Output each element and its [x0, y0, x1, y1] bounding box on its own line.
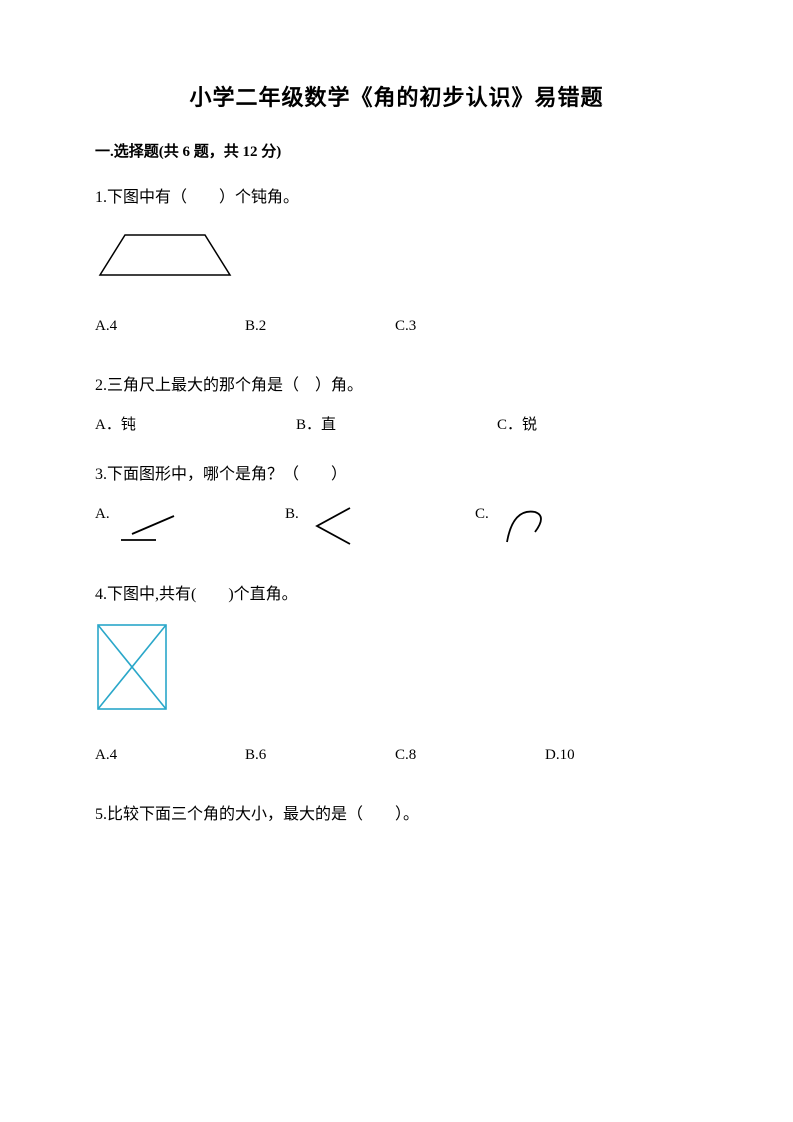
trapezoid-shape [100, 235, 230, 275]
trapezoid-icon [95, 225, 245, 285]
q3-figure-a-icon [116, 502, 186, 547]
q4-figure [95, 622, 698, 719]
q4-text: 4.下图中,共有( )个直角。 [95, 580, 698, 604]
q2-option-b[interactable]: B．直 [296, 413, 497, 434]
section-header: 一.选择题(共 6 题，共 12 分) [95, 140, 698, 161]
q5-text: 5.比较下面三个角的大小，最大的是（ ）。 [95, 800, 698, 824]
q4-option-c[interactable]: C.8 [395, 747, 545, 764]
q3-option-a-label: A. [95, 502, 110, 523]
q1-option-b[interactable]: B.2 [245, 318, 395, 335]
q3-option-b[interactable]: B. [285, 502, 475, 550]
q2-option-c[interactable]: C．锐 [497, 413, 698, 434]
question-5: 5.比较下面三个角的大小，最大的是（ ）。 [95, 800, 698, 824]
q3-text: 3.下面图形中，哪个是角？（ ） [95, 460, 698, 484]
angle-shape [317, 508, 350, 544]
q2-options: A．钝 B．直 C．锐 [95, 413, 698, 434]
q3-option-b-label: B. [285, 502, 299, 523]
q4-option-a[interactable]: A.4 [95, 747, 245, 764]
line-2 [132, 516, 174, 534]
square-with-diagonals-icon [95, 622, 171, 714]
q2-option-a[interactable]: A．钝 [95, 413, 296, 434]
q4-options: A.4 B.6 C.8 D.10 [95, 747, 698, 764]
q3-option-c[interactable]: C. [475, 502, 665, 550]
q1-options: A.4 B.2 C.3 [95, 318, 698, 335]
q3-options: A. B. C. [95, 502, 698, 550]
q3-option-c-label: C. [475, 502, 489, 523]
question-2: 2.三角尺上最大的那个角是（ ）角。 A．钝 B．直 C．锐 [95, 371, 698, 434]
q2-text: 2.三角尺上最大的那个角是（ ）角。 [95, 371, 698, 395]
q3-option-a[interactable]: A. [95, 502, 285, 550]
question-1: 1.下图中有（ ）个钝角。 A.4 B.2 C.3 [95, 183, 698, 335]
q1-figure [95, 225, 698, 290]
q1-option-a[interactable]: A.4 [95, 318, 245, 335]
q1-option-c[interactable]: C.3 [395, 318, 545, 335]
question-4: 4.下图中,共有( )个直角。 A.4 B.6 C.8 D.10 [95, 580, 698, 764]
q4-option-d[interactable]: D.10 [545, 747, 695, 764]
q4-option-b[interactable]: B.6 [245, 747, 395, 764]
question-3: 3.下面图形中，哪个是角？（ ） A. B. C. [95, 460, 698, 550]
q1-text: 1.下图中有（ ）个钝角。 [95, 183, 698, 207]
page-title: 小学二年级数学《角的初步认识》易错题 [95, 80, 698, 112]
q3-figure-b-icon [305, 502, 365, 550]
q3-figure-c-icon [495, 502, 555, 550]
curve-shape [507, 512, 541, 542]
